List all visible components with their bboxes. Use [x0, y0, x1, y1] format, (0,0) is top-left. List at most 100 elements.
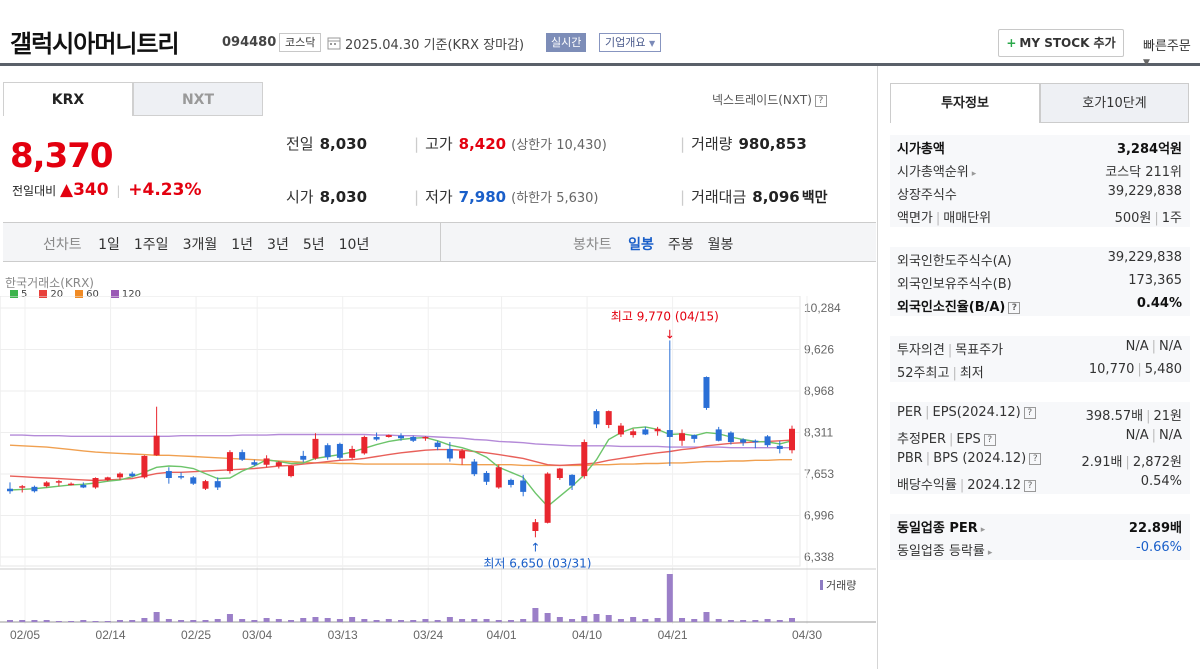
help-icon[interactable]: ? [1023, 479, 1036, 492]
volume-bar [104, 621, 111, 622]
info-value-1: 0.54% [1140, 474, 1182, 489]
info-row: 52주최고 | 최저 10,770 | 5,480 [890, 359, 1190, 382]
opinion-group: 투자의견 | 목표주가 N/A | N/A 52주최고 | 최저 10,770 | 5,480 [890, 336, 1190, 382]
legend-swatch [110, 290, 119, 298]
help-icon[interactable]: ? [983, 433, 996, 446]
info-value-1: -0.66% [1136, 540, 1182, 555]
x-tick-label: 03/04 [242, 628, 272, 642]
help-icon[interactable]: ? [1008, 301, 1021, 314]
volume-bar [703, 612, 710, 622]
x-tick-label: 03/24 [413, 628, 443, 642]
info-row: 시가총액 3,284억원 [890, 135, 1190, 158]
candle-body [666, 430, 673, 437]
info-key-label: 배당수익률 [897, 478, 957, 493]
volume-bar [349, 617, 356, 622]
chevron-right-icon[interactable]: ▸ [971, 169, 977, 179]
volume-bar [446, 617, 453, 622]
volume-bar [31, 620, 38, 622]
prev-close-label: 전일 [286, 135, 314, 153]
candle-body [459, 450, 466, 459]
candle-body [434, 442, 441, 448]
chevron-right-icon[interactable]: ▸ [987, 548, 993, 558]
candle-body [495, 467, 502, 488]
info-value-1: 2.91배 [1081, 455, 1123, 470]
info-row: 추정PER | EPS? N/A | N/A [890, 425, 1190, 448]
info-value-2: 21원 [1153, 409, 1182, 424]
realtime-button[interactable]: 실시간 [546, 33, 587, 52]
add-mystock-button[interactable]: + MY STOCK 추가 [998, 29, 1124, 57]
legend-item: 120 [110, 289, 147, 300]
candle-body [349, 448, 356, 458]
info-row: 외국인소진율(B/A)? 0.44% [890, 293, 1190, 316]
candle-body [507, 479, 514, 485]
period-item[interactable]: 1일 [98, 237, 120, 253]
info-key: 투자의견 | 목표주가 [897, 339, 1003, 358]
candle-body [55, 481, 62, 483]
candle-body [31, 486, 38, 492]
period-item[interactable]: 1주일 [133, 237, 169, 253]
volume-bar [727, 620, 734, 622]
info-row: 외국인한도주식수(A) 39,229,838 [890, 247, 1190, 270]
sector-group: 동일업종 PER ▸ 22.89배 동일업종 등락률 ▸ -0.66% [890, 514, 1190, 560]
candle-period-item[interactable]: 주봉 [667, 237, 694, 253]
legend-swatch [75, 290, 84, 298]
legend-item: 5 [10, 289, 33, 300]
info-value: 코스닥 211위 [1105, 161, 1182, 180]
y-tick-label: 6,338 [804, 550, 834, 564]
info-row: 동일업종 PER ▸ 22.89배 [890, 514, 1190, 537]
tab-order-book[interactable]: 호가10단계 [1040, 83, 1189, 123]
info-key-label: 동일업종 등락률 [897, 544, 985, 559]
info-value: 3,284억원 [1117, 138, 1182, 157]
tab-nxt[interactable]: NXT [133, 82, 263, 116]
x-tick-label: 03/13 [328, 628, 358, 642]
candle-body [691, 435, 698, 439]
line-chart-label: 선차트 [43, 237, 82, 253]
candle-body [446, 448, 453, 459]
divider: | [952, 366, 957, 381]
company-overview-button[interactable]: 기업개요 ▼ [599, 33, 662, 52]
quick-order-button[interactable]: 빠른주문 ▼ [1143, 35, 1200, 69]
price-chart[interactable]: 10,284 9,626 8,968 8,311 7,653 6,996 6,338 02/0… [0, 296, 876, 669]
candle-body [532, 522, 539, 532]
info-key-label-2: 2024.12 [967, 478, 1021, 493]
y-tick-label: 6,996 [804, 509, 834, 523]
volume-bar [226, 614, 233, 622]
volume-bar [129, 620, 136, 622]
volume-bar [679, 618, 686, 622]
candle-period-item[interactable]: 일봉 [628, 237, 654, 253]
tab-krx[interactable]: KRX [3, 82, 133, 116]
chevron-right-icon[interactable]: ▸ [980, 525, 986, 535]
info-value-1: 398.57배 [1085, 409, 1144, 424]
help-icon[interactable]: ? [1029, 452, 1042, 465]
candle-body [703, 377, 710, 408]
volume-value: 980,853 [738, 135, 807, 153]
info-row: 배당수익률 | 2024.12? 0.54% [890, 471, 1190, 494]
volume-legend-label: 거래량 [826, 579, 856, 592]
period-item[interactable]: 5년 [302, 237, 325, 253]
info-value: 0.54% [1141, 474, 1182, 489]
candle-body [288, 466, 295, 477]
info-value: 173,365 [1128, 273, 1182, 288]
candle-period-item[interactable]: 월봉 [707, 237, 734, 253]
divider: | [925, 405, 930, 420]
tab-investment-info[interactable]: 투자정보 [890, 83, 1040, 123]
y-tick-label: 8,311 [804, 426, 833, 440]
chart-legend: 5 20 60 120 [10, 289, 153, 300]
help-icon[interactable]: ? [1023, 406, 1036, 419]
info-key: 시가총액순위 ▸ [897, 161, 976, 180]
candle-body [752, 440, 759, 443]
volume: | 거래량 980,853 [680, 133, 807, 154]
y-tick-label: 10,284 [804, 301, 841, 315]
info-value: 398.57배 | 21원 [1086, 405, 1182, 424]
info-key-label: 상장주식수 [897, 188, 957, 203]
candle-body [385, 435, 392, 437]
period-item[interactable]: 10년 [338, 237, 370, 253]
info-value-1: 22.89배 [1128, 521, 1182, 536]
period-item[interactable]: 3개월 [182, 237, 218, 253]
moving-average-line-ma60 [9, 444, 792, 467]
period-item[interactable]: 1년 [231, 237, 254, 253]
volume-bar [569, 619, 576, 622]
period-item[interactable]: 3년 [267, 237, 289, 253]
nextrade-help[interactable]: 넥스트레이드(NXT)? [712, 91, 827, 108]
info-value-2: N/A [1159, 339, 1182, 354]
